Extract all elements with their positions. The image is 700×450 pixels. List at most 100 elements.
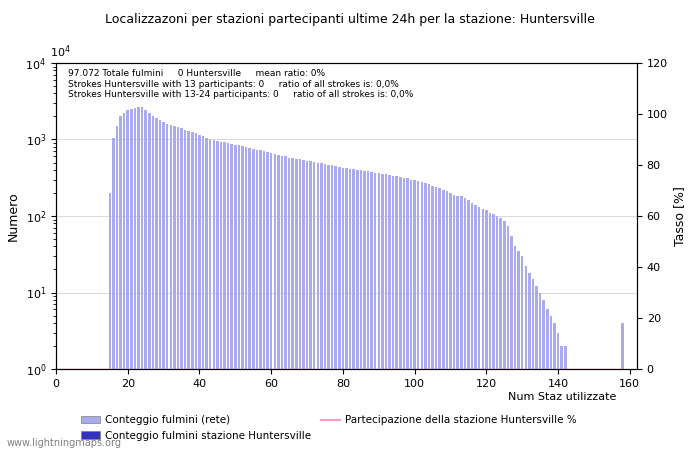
Bar bbox=[356, 170, 358, 450]
Bar bbox=[306, 161, 308, 450]
Bar bbox=[209, 140, 211, 450]
Bar bbox=[578, 369, 581, 450]
Bar bbox=[367, 171, 370, 450]
Bar bbox=[485, 210, 488, 450]
Text: Localizzazoni per stazioni partecipanti ultime 24h per la stazione: Huntersville: Localizzazoni per stazioni partecipanti … bbox=[105, 14, 595, 27]
Bar bbox=[66, 369, 68, 450]
Bar bbox=[507, 225, 509, 450]
Bar bbox=[556, 333, 559, 450]
Bar bbox=[141, 107, 144, 450]
Bar bbox=[130, 109, 132, 450]
Bar bbox=[188, 131, 190, 450]
Bar bbox=[603, 369, 606, 450]
Bar bbox=[514, 247, 517, 450]
Bar bbox=[155, 118, 158, 450]
Bar bbox=[402, 178, 405, 450]
Bar bbox=[618, 369, 620, 450]
Bar bbox=[302, 160, 304, 450]
Text: $10^4$: $10^4$ bbox=[50, 43, 71, 60]
Bar bbox=[582, 369, 584, 450]
Bar bbox=[596, 369, 598, 450]
Bar bbox=[564, 346, 566, 450]
Bar bbox=[503, 221, 505, 450]
Bar bbox=[363, 171, 365, 450]
Bar bbox=[442, 190, 444, 450]
Bar bbox=[446, 191, 448, 450]
Bar bbox=[259, 150, 262, 450]
Bar bbox=[492, 214, 495, 450]
Bar bbox=[589, 369, 592, 450]
Bar bbox=[610, 369, 613, 450]
Bar bbox=[607, 369, 610, 450]
Bar bbox=[181, 128, 183, 450]
Bar bbox=[87, 369, 90, 450]
Bar bbox=[295, 159, 298, 450]
Bar bbox=[266, 152, 269, 450]
Bar bbox=[202, 136, 204, 450]
Bar bbox=[159, 120, 161, 450]
Bar bbox=[349, 169, 351, 450]
Bar bbox=[184, 130, 186, 450]
Text: 97.072 Totale fulmini     0 Huntersville     mean ratio: 0%
Strokes Huntersville: 97.072 Totale fulmini 0 Huntersville mea… bbox=[68, 69, 413, 99]
Bar bbox=[191, 132, 193, 450]
Bar bbox=[166, 124, 169, 450]
Bar bbox=[223, 142, 226, 450]
Bar bbox=[83, 369, 86, 450]
Bar bbox=[377, 173, 380, 450]
Bar bbox=[288, 158, 290, 450]
Bar bbox=[213, 140, 215, 450]
Bar bbox=[105, 369, 108, 450]
Bar bbox=[438, 189, 441, 450]
Bar bbox=[517, 251, 520, 450]
Bar bbox=[370, 171, 373, 450]
Bar bbox=[467, 200, 470, 450]
Bar bbox=[374, 172, 377, 450]
Bar bbox=[299, 159, 301, 450]
Bar bbox=[152, 117, 154, 450]
Bar bbox=[220, 142, 222, 450]
Y-axis label: Tasso [%]: Tasso [%] bbox=[673, 186, 687, 246]
Bar bbox=[169, 125, 172, 450]
Bar bbox=[230, 144, 233, 450]
Bar bbox=[335, 166, 337, 450]
Bar bbox=[471, 202, 473, 450]
Bar bbox=[328, 165, 330, 450]
Bar bbox=[528, 273, 531, 450]
Bar bbox=[98, 369, 100, 450]
Legend: Conteggio fulmini (rete), Conteggio fulmini stazione Huntersville, Partecipazion: Conteggio fulmini (rete), Conteggio fulm… bbox=[77, 411, 581, 445]
Bar bbox=[421, 182, 423, 450]
Bar bbox=[69, 369, 71, 450]
Bar bbox=[248, 148, 251, 450]
Text: www.lightningmaps.org: www.lightningmaps.org bbox=[7, 438, 122, 448]
Bar bbox=[532, 279, 534, 450]
Bar bbox=[102, 369, 104, 450]
Bar bbox=[227, 143, 230, 450]
Bar bbox=[478, 207, 480, 450]
Bar bbox=[123, 113, 125, 450]
Bar bbox=[510, 236, 512, 450]
Bar bbox=[381, 174, 384, 450]
Bar bbox=[524, 266, 527, 450]
Bar bbox=[116, 126, 118, 450]
Bar bbox=[539, 292, 541, 450]
Bar bbox=[395, 176, 398, 450]
Bar bbox=[176, 127, 179, 450]
Bar bbox=[323, 164, 326, 450]
Bar bbox=[76, 369, 79, 450]
Bar bbox=[252, 148, 255, 450]
Bar bbox=[338, 167, 341, 450]
Bar bbox=[575, 369, 577, 450]
Bar bbox=[137, 107, 140, 450]
Bar bbox=[553, 323, 556, 450]
Bar bbox=[475, 205, 477, 450]
Bar bbox=[389, 176, 391, 450]
Bar bbox=[546, 310, 549, 450]
Bar bbox=[331, 165, 333, 450]
Bar bbox=[62, 369, 64, 450]
Bar bbox=[550, 315, 552, 450]
Bar bbox=[521, 256, 524, 450]
Bar bbox=[55, 369, 57, 450]
Bar bbox=[435, 187, 438, 450]
Bar bbox=[536, 287, 538, 450]
Bar bbox=[241, 146, 244, 450]
